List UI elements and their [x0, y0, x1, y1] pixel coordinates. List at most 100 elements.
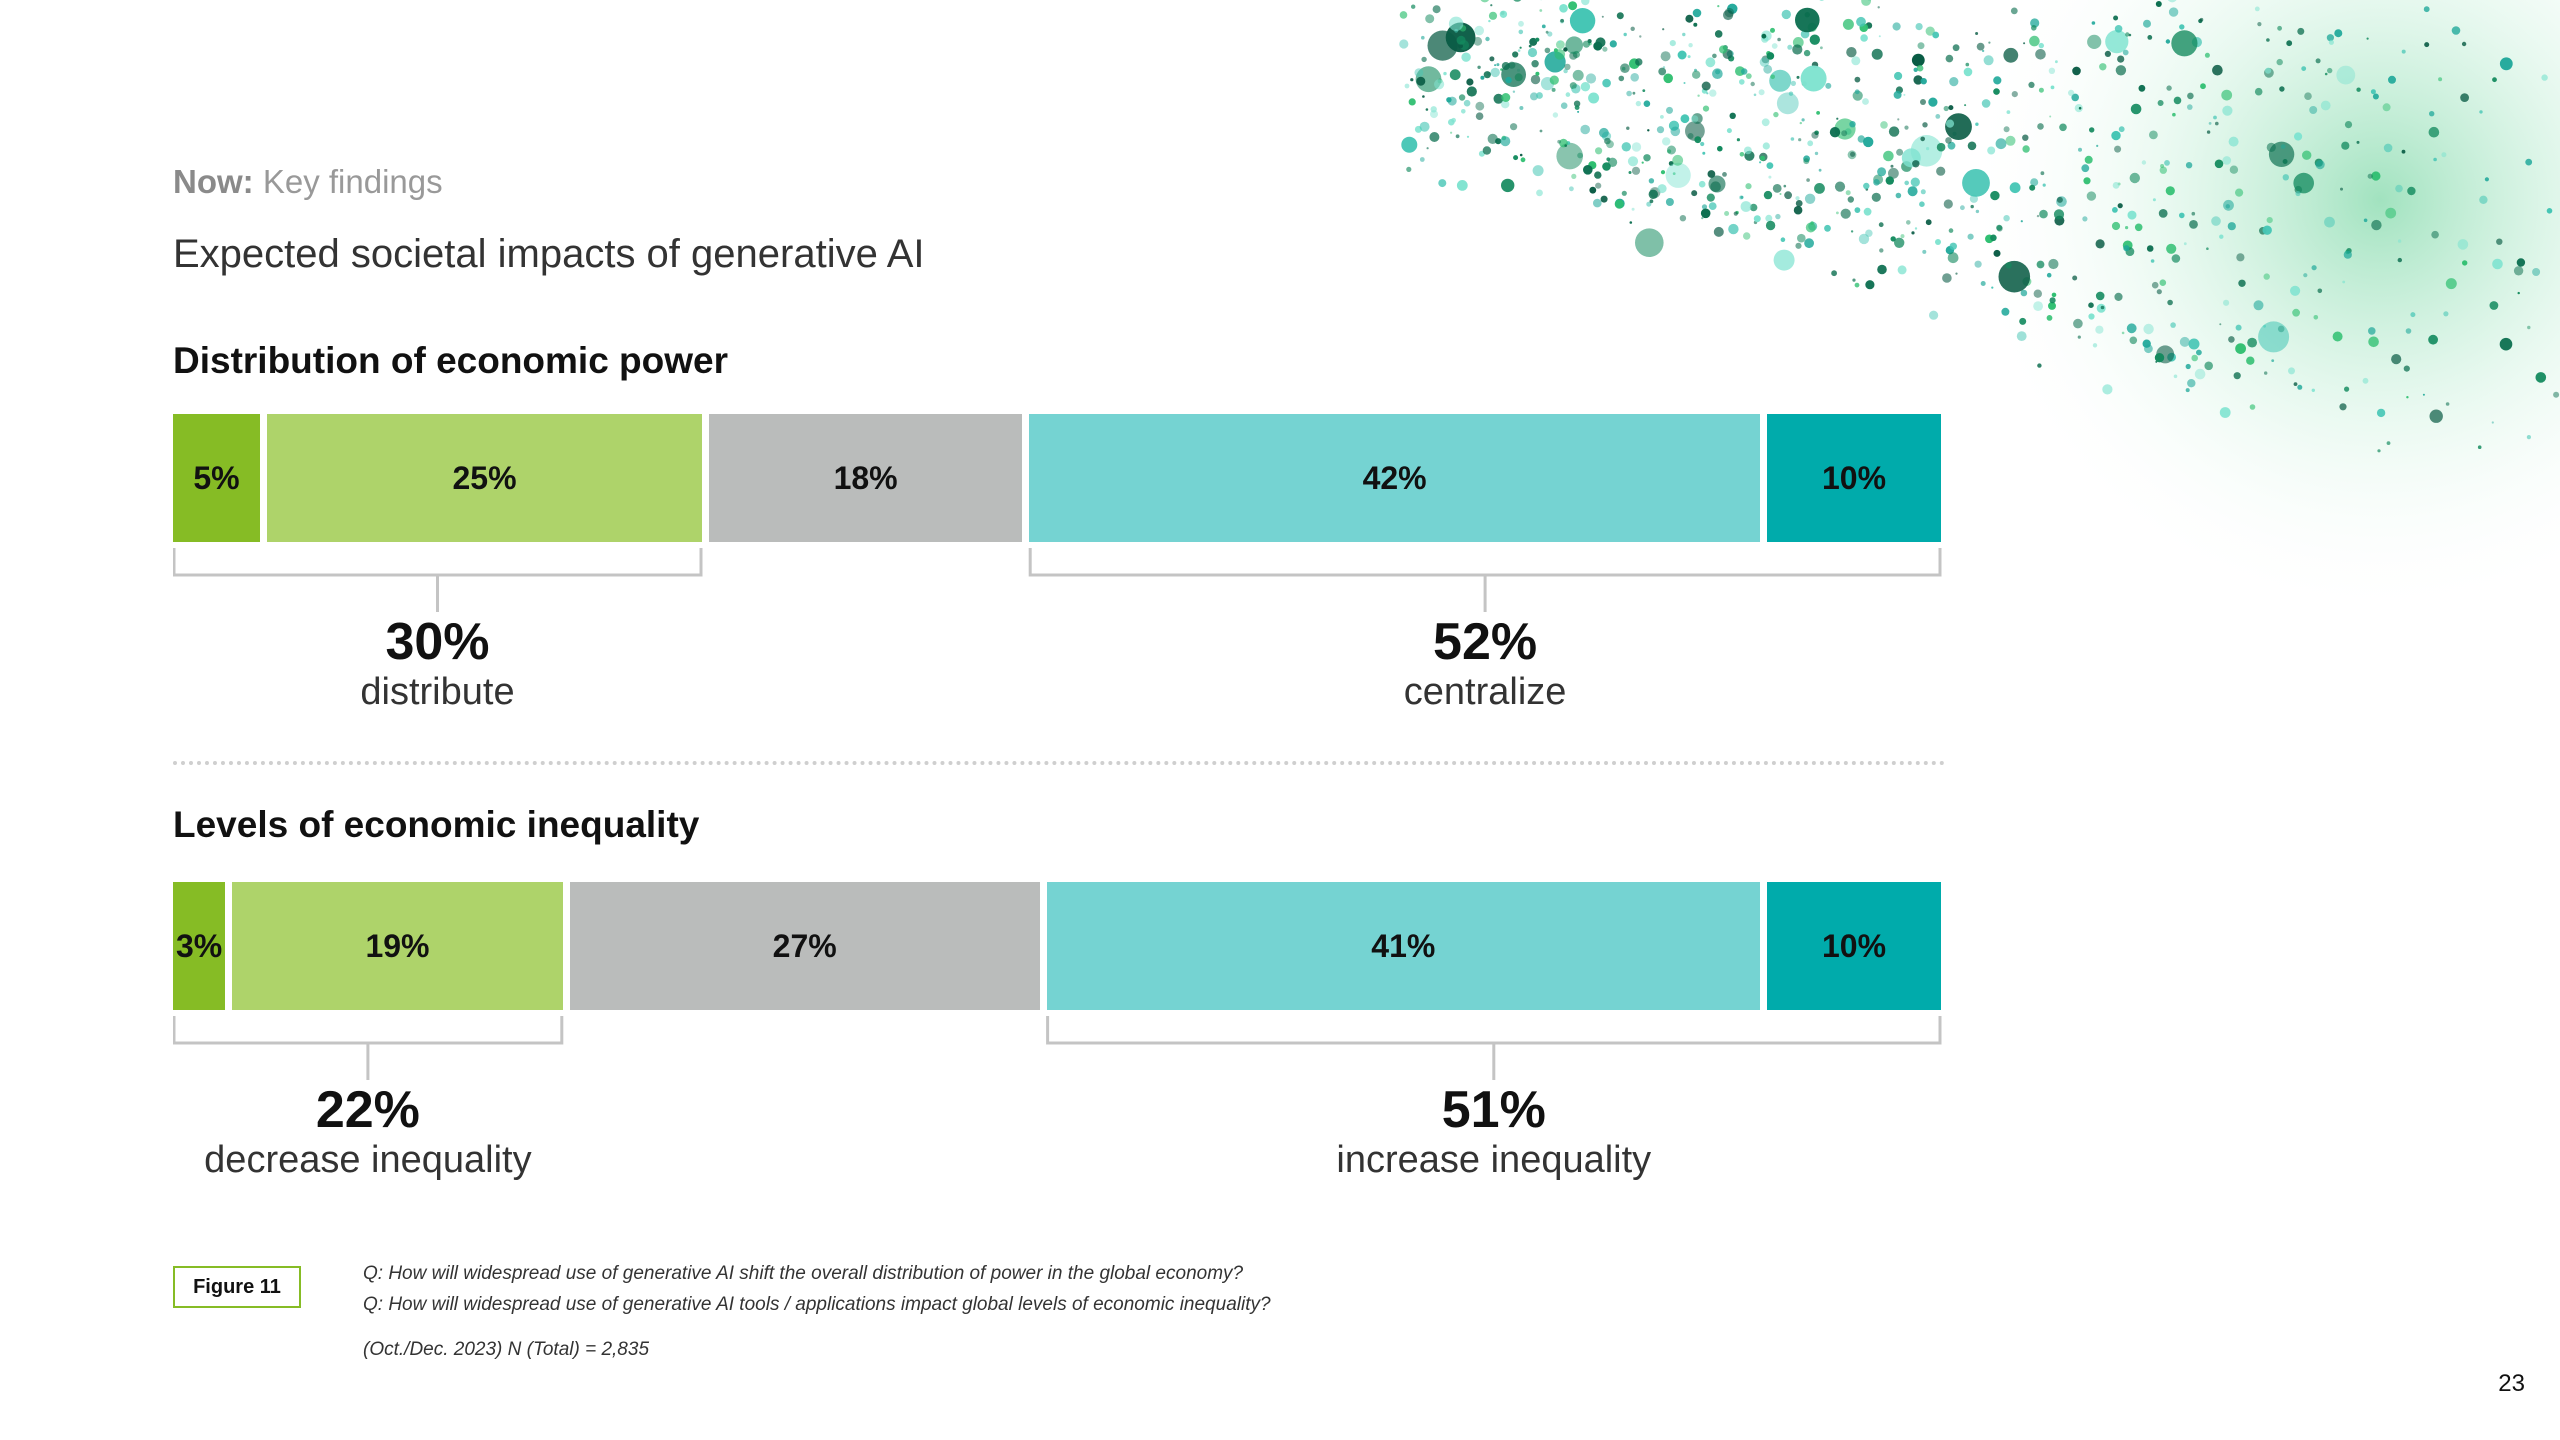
splash-dot [2005, 262, 2012, 269]
splash-dot [1727, 3, 1738, 14]
splash-dot [1846, 47, 1857, 58]
splash-dot [2071, 93, 2079, 102]
splash-dot [2370, 89, 2376, 95]
splash-dot [1816, 111, 1820, 115]
splash-dot [1745, 183, 1752, 190]
splash-dot [1735, 210, 1739, 215]
splash-dot [1614, 199, 1624, 209]
splash-dot [2362, 377, 2369, 384]
splash-dot [2407, 186, 2416, 196]
summary-bracket [1046, 1016, 1942, 1080]
splash-dot [1914, 227, 1918, 230]
splash-dot [2215, 121, 2219, 126]
bar-segment: 10% [1767, 882, 1941, 1010]
splash-dot [1631, 142, 1642, 152]
splash-dot [2221, 89, 2233, 101]
splash-dot [1847, 150, 1857, 160]
splash-dot [1892, 22, 1901, 31]
splash-dot [2376, 408, 2386, 418]
splash-dot [1574, 105, 1580, 110]
splash-dot [2395, 184, 2403, 193]
splash-dot [2185, 162, 2193, 169]
bar-segment: 3% [173, 882, 226, 1010]
splash-dot [2499, 337, 2513, 351]
splash-dot [2461, 41, 2467, 47]
splash-dot [2068, 89, 2075, 96]
splash-dot [1448, 118, 1455, 126]
splash-dot [2208, 122, 2212, 125]
splash-dot [1932, 31, 1940, 39]
splash-dot [1877, 6, 1880, 9]
splash-dot [1691, 113, 1703, 124]
splash-dot [1632, 91, 1636, 95]
splash-dot [1631, 207, 1635, 211]
splash-dot [1943, 105, 1949, 112]
splash-dot [2143, 323, 2154, 335]
splash-dot [2294, 185, 2303, 194]
splash-dot [1445, 22, 1476, 53]
splash-dot [1739, 195, 1744, 200]
splash-dot [1572, 50, 1580, 59]
splash-dot [2410, 312, 2416, 318]
splash-dot [2185, 388, 2190, 393]
splash-dot [2187, 104, 2193, 110]
splash-dot [2516, 258, 2526, 267]
splash-dot [2535, 372, 2547, 383]
splash-dot [1787, 44, 1793, 50]
splash-dot [1763, 64, 1773, 74]
splash-dot [1532, 165, 1544, 177]
splash-dot [1680, 114, 1690, 124]
splash-dot [1668, 161, 1674, 166]
splash-dot [1913, 75, 1923, 85]
splash-dot [1996, 225, 2003, 232]
splash-dot [1662, 66, 1666, 69]
splash-dot [1773, 249, 1795, 271]
splash-dot [1883, 150, 1894, 162]
splash-dot [1750, 81, 1755, 87]
splash-dot [1765, 214, 1773, 222]
splash-dot [2445, 402, 2450, 406]
splash-dot [2356, 140, 2360, 144]
splash-dot [1811, 131, 1819, 139]
splash-dot [1834, 118, 1856, 140]
bar-segment: 10% [1767, 414, 1941, 542]
splash-dot [1520, 157, 1526, 163]
splash-dot [1871, 48, 1883, 60]
splash-dot [1701, 88, 1708, 94]
splash-dot [1593, 198, 1602, 208]
splash-dot [1814, 151, 1819, 156]
splash-dot [1935, 114, 1941, 119]
splash-dot [2146, 245, 2154, 252]
splash-dot [2117, 55, 2125, 63]
splash-dot [1804, 12, 1811, 18]
splash-dot [1679, 215, 1687, 222]
splash-dot [2219, 407, 2231, 418]
summary-label: decrease inequality [204, 1139, 532, 1182]
page-title: Expected societal impacts of generative … [173, 232, 925, 276]
splash-dot [1572, 88, 1577, 92]
splash-dot [2317, 288, 2323, 294]
splash-dot [2238, 279, 2246, 287]
splash-dot [2433, 157, 2437, 162]
splash-dot [1761, 35, 1769, 43]
splash-dot [1430, 106, 1437, 113]
splash-dot [1770, 74, 1775, 80]
splash-dot [1544, 47, 1551, 54]
splash-dot [1967, 233, 1974, 240]
splash-dot [1692, 8, 1702, 18]
splash-dot [2191, 37, 2202, 48]
splash-dot [1873, 179, 1880, 186]
splash-dot [2117, 182, 2121, 186]
splash-dot [2223, 299, 2230, 306]
splash-dot [1594, 171, 1602, 179]
summary-bracket [173, 548, 703, 612]
splash-dot [1897, 265, 1907, 275]
splash-dot [2219, 234, 2224, 239]
splash-dot [2056, 196, 2063, 203]
splash-dot [2401, 49, 2406, 54]
splash-dot [2477, 445, 2482, 450]
splash-dot [1421, 35, 1425, 40]
splash-dot [1836, 211, 1839, 215]
splash-dot [1630, 73, 1639, 82]
splash-dot [1805, 222, 1816, 233]
